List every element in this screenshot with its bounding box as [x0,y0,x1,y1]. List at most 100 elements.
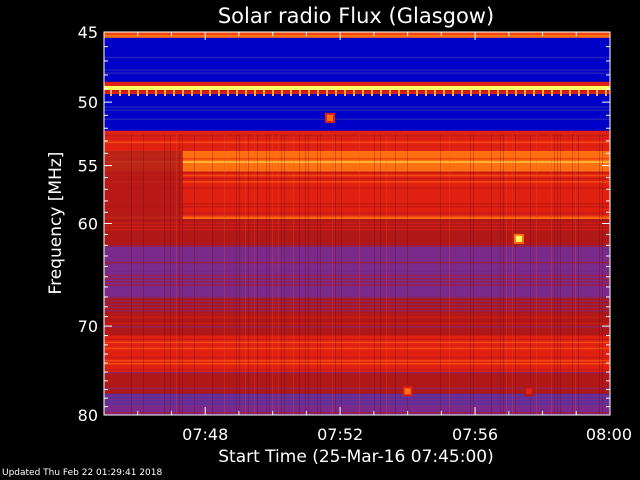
time-texture [284,134,285,415]
band-texture [104,265,610,267]
band-texture [104,381,610,383]
periodic-mark [290,90,292,97]
x-tick-label: 07:52 [317,425,363,444]
periodic-mark [578,90,580,97]
periodic-mark [497,90,499,97]
band-texture [104,255,610,257]
y-tick-label: 45 [78,23,98,42]
periodic-mark [227,90,229,97]
periodic-mark [155,90,157,97]
band-texture [104,258,610,261]
time-texture [440,134,441,415]
band-texture [104,193,610,196]
band-texture [104,290,610,293]
band-texture [104,222,610,224]
time-texture [269,134,270,415]
periodic-mark [254,90,256,97]
band-texture [104,306,610,309]
band-texture [104,138,610,140]
band-texture [104,215,610,218]
band-texture [104,32,610,35]
band-texture [104,310,610,312]
time-texture [176,134,177,415]
band-texture [104,109,610,111]
band-texture [104,147,610,150]
band-texture [104,53,610,56]
periodic-mark [119,90,121,97]
time-texture [341,134,342,415]
band-texture [104,209,610,211]
time-texture [266,134,267,415]
band-texture [104,387,610,390]
x-tick-label: 07:56 [452,425,498,444]
time-texture [245,134,246,415]
periodic-mark [335,90,337,97]
periodic-mark [452,90,454,97]
x-tick-label: 08:00 [586,425,632,444]
time-texture [248,134,249,415]
band-texture [104,359,610,362]
periodic-mark [416,90,418,97]
time-texture [575,134,576,415]
chart-title: Solar radio Flux (Glasgow) [218,4,494,28]
band-texture [104,94,610,96]
band-texture [104,72,610,75]
band-texture [104,238,610,241]
periodic-mark [533,90,535,97]
band-texture [104,347,610,350]
band-texture [104,293,610,296]
periodic-mark [182,90,184,97]
y-axis-ticks: 45 50 55 60 70 80 [78,23,610,425]
periodic-mark [407,90,409,97]
time-texture [473,134,474,415]
band-texture [104,271,610,274]
time-texture [395,134,396,415]
periodic-mark [281,90,283,97]
band-texture [104,326,610,328]
time-texture [491,134,492,415]
band-texture [104,372,610,374]
band-texture [104,41,610,43]
band-texture [104,313,610,315]
time-texture [182,134,183,415]
periodic-mark [569,90,571,97]
time-texture [359,134,360,415]
band-texture [104,161,610,163]
time-texture [179,134,180,415]
periodic-mark [551,90,553,97]
spectrogram-plot-area [104,32,610,415]
band-texture [104,300,610,302]
band-texture [104,199,610,202]
band-texture [104,274,610,277]
periodic-mark [542,90,544,97]
band-texture [104,66,610,68]
periodic-mark [470,90,472,97]
time-texture [164,134,165,415]
periodic-mark [524,90,526,97]
time-texture [470,134,471,415]
band-texture [104,322,610,325]
band-texture [104,350,610,353]
periodic-mark [137,90,139,97]
band-texture [104,171,610,174]
x-axis-label: Start Time (25-Mar-16 07:45:00) [218,447,493,467]
periodic-mark [596,90,598,97]
time-texture [374,134,375,415]
time-texture [272,134,273,415]
time-texture [536,134,537,415]
band-texture [104,81,610,84]
time-texture [512,134,513,415]
x-tick-label: 07:48 [182,425,228,444]
time-texture [332,134,333,415]
periodic-mark [308,90,310,97]
band-texture [104,69,610,71]
time-texture [335,134,336,415]
time-texture [239,134,240,415]
band-texture [104,225,610,228]
y-tick-label: 60 [78,215,98,234]
time-texture [578,134,579,415]
band-texture [104,124,610,127]
time-texture [515,134,516,415]
band-texture [104,37,610,40]
time-texture [254,134,255,415]
